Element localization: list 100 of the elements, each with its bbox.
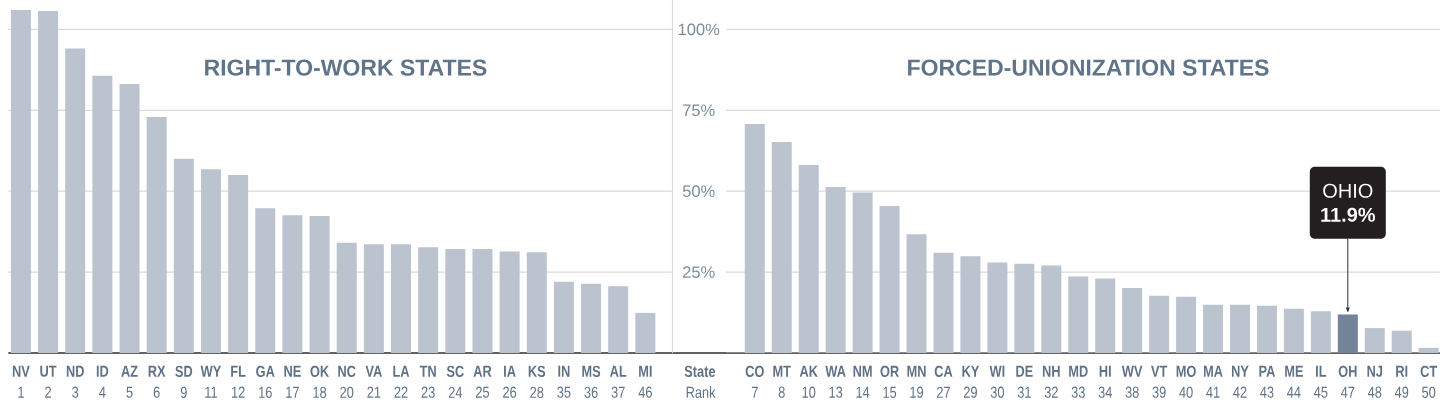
x-tick-label: NC 20	[338, 365, 356, 399]
bar	[906, 234, 927, 353]
bar	[960, 256, 981, 353]
bar	[309, 216, 330, 353]
bar	[146, 117, 167, 353]
x-tick-label: HI 34	[1098, 365, 1112, 398]
bar	[852, 192, 873, 353]
x-tick-label: NM 14	[853, 365, 872, 398]
data-label: OHIO 11.9%	[1321, 183, 1376, 222]
x-tick-label: MT 8	[773, 365, 791, 398]
bar	[1041, 265, 1062, 353]
y-tick-label: 25%	[683, 266, 715, 278]
bar	[336, 242, 357, 353]
bar	[1014, 263, 1035, 353]
x-tick-label: MO 40	[1176, 365, 1196, 399]
y-tick-label: 50%	[682, 185, 715, 198]
bar	[119, 84, 140, 353]
x-tick-label: IN 35	[557, 365, 571, 398]
bar	[635, 312, 656, 353]
bar	[200, 169, 221, 353]
x-axis-title: State Rank	[684, 365, 716, 399]
bar	[445, 249, 466, 353]
bar	[1149, 295, 1170, 353]
y-tick-label: 100%	[678, 23, 720, 36]
bar	[1203, 304, 1224, 353]
x-tick-label: OK 18	[310, 365, 330, 399]
x-tick-label: UT 2	[40, 365, 57, 398]
bar	[879, 206, 900, 353]
x-tick-label: TN 23	[419, 365, 436, 398]
bar	[1337, 314, 1358, 353]
x-tick-label: WI 30	[989, 365, 1005, 398]
bar	[987, 262, 1008, 353]
x-tick-label: NJ 48	[1367, 365, 1383, 398]
bar	[771, 142, 792, 353]
x-tick-label: NV 1	[12, 365, 30, 398]
x-tick-label: ND 3	[66, 365, 84, 398]
bar	[1256, 305, 1277, 353]
bar	[1283, 308, 1304, 353]
x-tick-label: KY 29	[962, 365, 980, 398]
bar	[472, 249, 493, 353]
bar	[1364, 328, 1385, 353]
x-tick-label: MN 19	[907, 365, 926, 398]
bar	[10, 9, 31, 353]
x-tick-label: CA 27	[934, 365, 953, 398]
bar	[526, 252, 547, 353]
x-tick-label: WY 11	[200, 365, 222, 398]
text: RIGHT-TO-WORK STATES	[205, 59, 487, 76]
bar	[553, 281, 574, 353]
bar	[581, 283, 602, 353]
bar	[608, 286, 629, 353]
x-tick-label: WV 38	[1121, 365, 1143, 398]
x-tick-label: ID 4	[96, 365, 109, 398]
y-tick-label: 75%	[683, 104, 715, 117]
x-tick-label: KS 28	[528, 365, 546, 399]
bar	[255, 208, 276, 353]
x-tick-label: MI 46	[638, 365, 652, 398]
x-tick-label: AZ 5	[121, 365, 138, 398]
x-tick-label: RX 6	[148, 365, 166, 398]
bar	[363, 244, 384, 353]
bar	[744, 123, 765, 353]
x-tick-label: OR 15	[880, 365, 899, 399]
bar	[65, 48, 86, 353]
x-tick-label: VT 39	[1151, 365, 1168, 398]
x-tick-label: SD 9	[175, 365, 193, 399]
x-tick-label: NH 32	[1042, 365, 1060, 398]
bar	[933, 252, 954, 353]
x-tick-label: DE 31	[1016, 365, 1033, 398]
bar	[1068, 276, 1089, 353]
x-tick-label: CO 7	[745, 365, 764, 398]
bar	[38, 10, 59, 353]
bar	[1391, 330, 1412, 353]
bar	[1176, 296, 1197, 353]
bar	[228, 175, 249, 353]
x-tick-label: RI 49	[1394, 365, 1409, 398]
x-tick-label: SC 24	[446, 365, 464, 398]
bar	[825, 186, 846, 353]
bar	[1418, 347, 1439, 353]
bar	[418, 247, 439, 353]
x-tick-label: MD 33	[1069, 365, 1088, 398]
x-tick-label: AR 25	[473, 365, 492, 398]
bar	[1095, 278, 1116, 353]
bar	[391, 244, 412, 353]
x-tick-label: MA 41	[1203, 365, 1223, 398]
x-tick-label: CT 50	[1420, 365, 1438, 399]
x-tick-label: NE 17	[284, 365, 301, 398]
bar	[499, 251, 520, 353]
x-tick-label: MS 36	[582, 365, 601, 399]
bar	[1229, 304, 1250, 353]
bar	[798, 164, 819, 353]
x-tick-label: WA 13	[825, 365, 846, 398]
x-tick-label: NY 42	[1231, 365, 1249, 398]
x-tick-label: GA 16	[256, 365, 275, 399]
x-tick-label: PA 43	[1259, 365, 1276, 398]
bar	[173, 158, 194, 353]
x-tick-label: AK 10	[799, 365, 818, 398]
bar	[1122, 287, 1143, 353]
x-tick-label: LA 22	[393, 365, 410, 398]
x-tick-label: OH 47	[1338, 365, 1357, 398]
x-tick-label: IL 45	[1314, 365, 1328, 398]
x-tick-label: ME 44	[1285, 365, 1303, 398]
